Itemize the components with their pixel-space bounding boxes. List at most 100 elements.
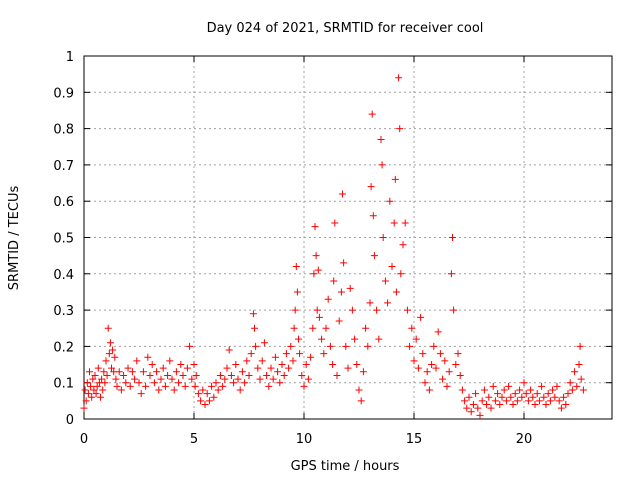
data-point [108, 364, 115, 372]
data-point [102, 357, 110, 365]
data-point [236, 386, 244, 394]
data-point [87, 382, 95, 390]
y-axis-label: SRMTID / TECUs [7, 186, 22, 291]
data-point [232, 361, 240, 369]
x-tick-label: 10 [296, 432, 313, 447]
data-point [126, 382, 134, 390]
data-point [428, 361, 436, 369]
data-point [364, 342, 372, 350]
data-point [258, 357, 266, 365]
data-point [205, 397, 213, 405]
y-tick-label: 0.6 [53, 195, 74, 210]
data-point [263, 371, 271, 379]
data-point [379, 234, 387, 241]
data-point [502, 397, 510, 405]
data-point [396, 125, 404, 133]
data-point [230, 379, 238, 387]
data-point [527, 386, 535, 394]
data-point [401, 219, 409, 227]
data-point [390, 219, 398, 227]
data-point [392, 288, 400, 296]
data-point [576, 342, 584, 350]
x-axis-label: GPS time / hours [291, 459, 400, 474]
data-point [300, 382, 308, 390]
data-point [191, 382, 199, 390]
data-point [201, 400, 209, 408]
data-point [489, 382, 497, 390]
x-tick-label: 20 [516, 432, 533, 447]
data-point [252, 342, 260, 350]
data-point [406, 342, 414, 350]
data-point [98, 375, 106, 383]
data-point [260, 339, 268, 347]
data-point [164, 371, 172, 379]
data-point [544, 390, 552, 398]
data-point [97, 393, 104, 401]
data-point [461, 397, 469, 405]
data-point [408, 324, 416, 332]
data-point [322, 324, 330, 332]
data-point [529, 393, 537, 401]
data-point [571, 368, 579, 376]
data-point [168, 375, 176, 383]
data-point [474, 404, 482, 412]
data-point [267, 364, 275, 372]
data-point [120, 371, 128, 379]
x-tick-label: 15 [406, 432, 423, 447]
data-point [353, 361, 361, 369]
data-point [190, 361, 198, 369]
y-tick-label: 0.5 [53, 232, 74, 247]
data-point [500, 386, 508, 394]
data-point [344, 364, 352, 372]
data-point [520, 379, 528, 387]
data-point [450, 306, 458, 314]
data-point [346, 284, 354, 292]
data-point [313, 306, 321, 314]
data-point [562, 400, 570, 408]
data-point [423, 368, 431, 376]
data-point [575, 361, 583, 369]
data-point [170, 386, 178, 394]
data-point [241, 379, 249, 387]
data-point [150, 379, 158, 387]
data-point [434, 328, 442, 336]
data-point [577, 375, 585, 383]
data-point [86, 368, 93, 376]
data-point [513, 397, 521, 405]
data-point [378, 161, 386, 169]
y-tick-label: 1 [66, 50, 74, 65]
data-point [432, 364, 440, 372]
data-point [469, 400, 477, 408]
data-point [148, 361, 156, 369]
data-point [546, 397, 554, 405]
data-point [227, 371, 235, 379]
data-point [463, 404, 471, 412]
data-point [219, 382, 227, 390]
data-point [399, 241, 407, 249]
plot-frame [83, 55, 613, 420]
x-tick-label: 5 [190, 432, 198, 447]
data-point [443, 382, 451, 390]
data-point [265, 382, 273, 390]
data-point [203, 390, 211, 398]
data-point [225, 346, 233, 354]
data-point [480, 386, 488, 394]
data-point [386, 197, 394, 205]
data-point [302, 361, 310, 369]
data-point [157, 375, 165, 383]
data-point [289, 357, 297, 365]
y-tick-label: 0.2 [53, 340, 74, 355]
data-point [146, 371, 154, 379]
data-point [522, 390, 530, 398]
data-point [549, 386, 557, 394]
data-point [465, 393, 473, 401]
data-point [99, 386, 107, 394]
data-point [137, 390, 145, 398]
data-point [142, 382, 150, 390]
data-point [478, 397, 486, 405]
data-point [555, 397, 563, 405]
data-point [509, 400, 517, 408]
data-point [391, 175, 399, 183]
data-point [524, 397, 532, 405]
data-point [359, 368, 367, 376]
